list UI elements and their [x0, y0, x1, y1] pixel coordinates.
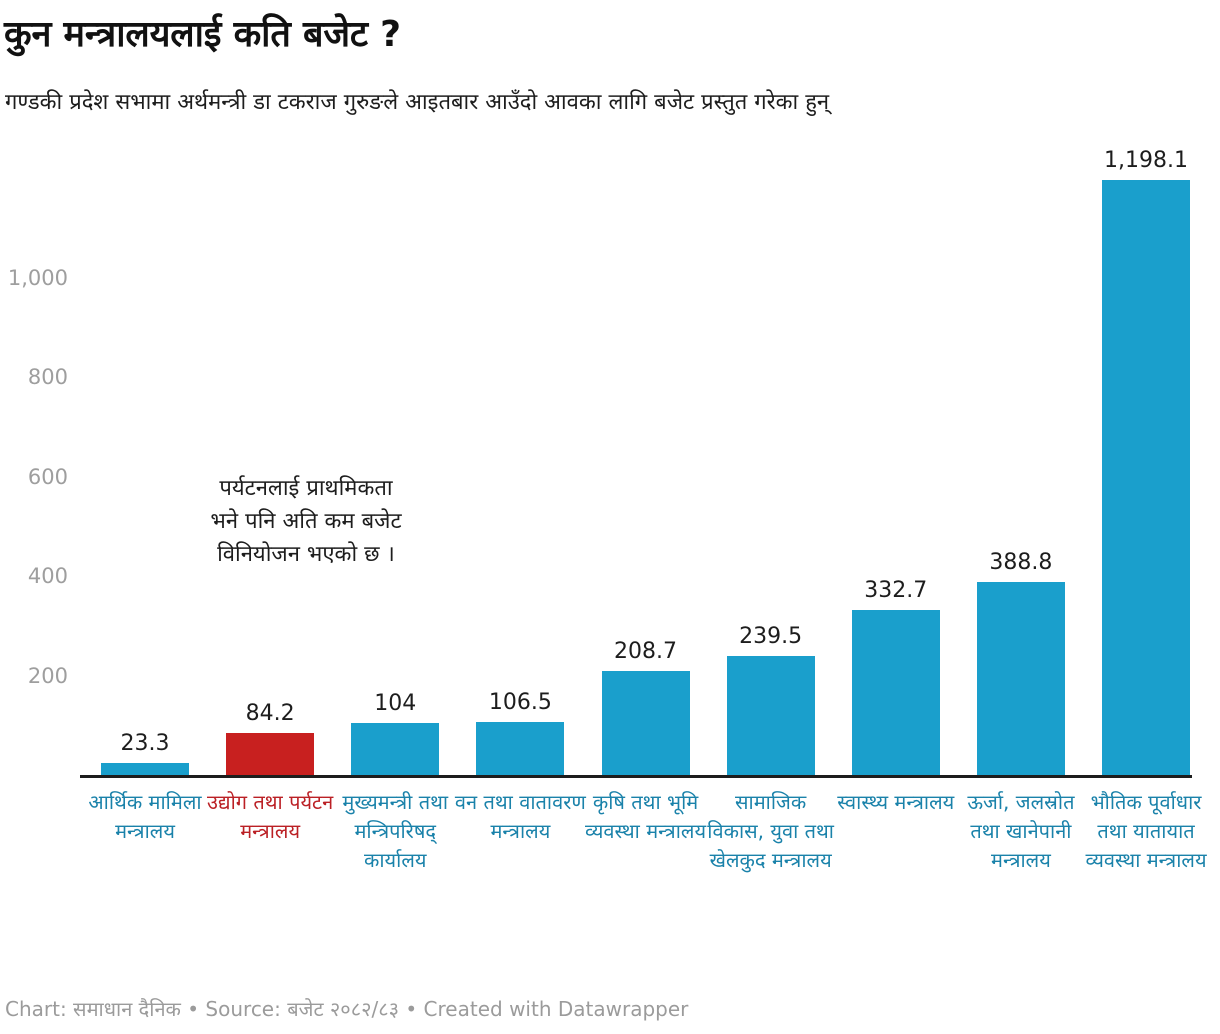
bar-value-label: 104 [374, 691, 417, 717]
annotation-line-2: भने पनि अति कम बजेट [210, 509, 402, 534]
annotation-line-1: पर्यटनलाई प्राथमिकता [219, 476, 393, 501]
category-label: भौतिक पूर्वाधार तथा यातायात व्यवस्था मन्… [1085, 790, 1207, 872]
annotation-line-3: विनियोजन भएको छ । [217, 542, 395, 567]
chart-subtitle: गण्डकी प्रदेश सभामा अर्थमन्त्री डा टकराज… [5, 90, 830, 115]
bar-value-label: 106.5 [488, 690, 552, 716]
bar-value-label: 23.3 [120, 731, 170, 757]
bar[interactable] [476, 722, 565, 775]
category-label: उद्योग तथा पर्यटन मन्त्रालय [207, 790, 334, 843]
bar[interactable] [226, 733, 315, 775]
bar[interactable] [726, 655, 815, 775]
bar-value-label: 388.8 [989, 549, 1053, 575]
bar[interactable] [1102, 179, 1191, 775]
category-label: आर्थिक मामिला मन्त्रालय [88, 790, 202, 843]
category-label: सामाजिक विकास, युवा तथा खेलकुद मन्त्रालय [707, 790, 834, 872]
bar[interactable] [601, 671, 690, 775]
category-label: कृषि तथा भूमि व्यवस्था मन्त्रालय [584, 790, 707, 843]
y-tick-label: 400 [27, 564, 68, 589]
category-label: ऊर्जा, जलस्रोत तथा खानेपानी मन्त्रालय [967, 790, 1075, 872]
category-label: वन तथा वातावरण मन्त्रालय [454, 790, 586, 843]
y-tick-label: 600 [27, 464, 68, 489]
bar-value-label: 332.7 [864, 577, 928, 603]
bar[interactable] [851, 609, 940, 775]
bar-value-label: 1,198.1 [1104, 147, 1189, 173]
y-tick-label: 800 [27, 365, 68, 390]
bar-value-label: 84.2 [245, 701, 295, 727]
bar[interactable] [351, 723, 440, 775]
y-tick-label: 1,000 [7, 266, 68, 290]
chart-attribution: Chart: समाधान दैनिक • Source: बजेट २०८२/… [5, 997, 689, 1021]
chart-annotation: पर्यटनलाई प्राथमिकता भने पनि अति कम बजेट… [170, 472, 442, 571]
bar[interactable] [101, 763, 189, 775]
x-axis-baseline [80, 775, 1192, 778]
bar[interactable] [976, 581, 1065, 775]
category-label: स्वास्थ्य मन्त्रालय [837, 790, 955, 814]
category-label: मुख्यमन्त्री तथा मन्त्रिपरिषद् कार्यालय [342, 790, 449, 872]
bar-value-label: 239.5 [739, 623, 803, 649]
chart-title: कुन मन्त्रालयलाई कति बजेट ? [4, 14, 401, 55]
bar-value-label: 208.7 [614, 639, 678, 665]
y-tick-label: 200 [27, 663, 68, 688]
